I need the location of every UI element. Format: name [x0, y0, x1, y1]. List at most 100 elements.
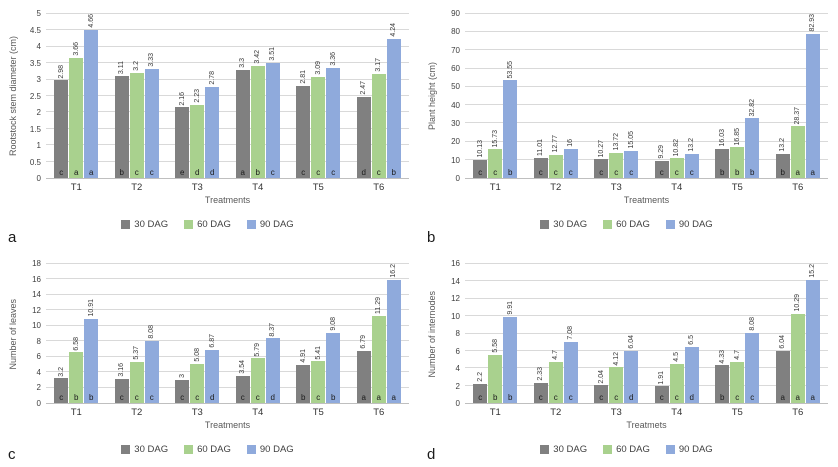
y-tick-label: 3 — [36, 75, 41, 84]
y-tick-label: 2 — [36, 108, 41, 117]
y-tick-label: 20 — [451, 137, 460, 147]
bar-cell: 12.77 c — [548, 14, 563, 178]
y-tick-label: 0 — [455, 174, 460, 183]
y-tick-label: 0 — [36, 399, 41, 408]
legend-swatch — [184, 219, 194, 229]
bar-value-label: 28.37 — [794, 106, 802, 125]
bar-cell: 2.33 c — [533, 264, 548, 403]
bar-value-label: 3.09 — [314, 61, 322, 75]
y-tick-label: 50 — [451, 82, 460, 92]
significance-letter: c — [614, 168, 619, 177]
legend: 30 DAG 60 DAG 90 DAG — [425, 209, 828, 239]
bar-value-label: 15.73 — [491, 129, 499, 148]
significance-letter: b — [735, 168, 740, 177]
bar-value-label: 6.5 — [688, 334, 696, 345]
legend-swatch — [665, 219, 675, 229]
y-axis-title: Plant height (cm) — [427, 62, 437, 131]
bar-cell: 3.09 c — [311, 14, 326, 178]
significance-letter: c — [599, 393, 604, 402]
bar: a — [84, 29, 99, 178]
gridline — [465, 158, 828, 160]
bar-group: 10.27 c 13.72 c 15.05 c — [586, 14, 647, 178]
significance-letter: c — [553, 393, 558, 402]
x-category-label: T5 — [731, 181, 743, 193]
bar-value-label: 2.23 — [193, 89, 201, 103]
significance-letter: b — [720, 393, 725, 402]
bar-cell: 28.37 a — [790, 14, 805, 178]
bar: c — [473, 159, 488, 178]
significance-letter: c — [59, 168, 64, 177]
gridline — [465, 67, 828, 69]
bar: a — [805, 279, 820, 403]
bar-cell: 7.08 c — [563, 264, 578, 403]
significance-letter: b — [255, 168, 260, 177]
bar-groups: 2.98 c 3.66 a 4.66 a 3.11 b 3.2 c 3.33 c 2.16 e 2.23 d 2… — [46, 14, 409, 178]
bar-cell: 16.03 b — [715, 14, 730, 178]
y-axis-title: Number of internodes — [427, 290, 437, 378]
bar: d — [265, 338, 280, 403]
bar: c — [594, 385, 609, 403]
bar-cell: 4.66 a — [84, 14, 99, 178]
x-category-label: T5 — [312, 181, 324, 193]
bar-group: 2.81 c 3.09 c 3.36 c — [288, 14, 349, 178]
bar: c — [235, 375, 250, 403]
bar: c — [175, 379, 190, 403]
bar-value-label: 3.42 — [254, 50, 262, 64]
legend: 30 DAG 60 DAG 90 DAG — [6, 209, 409, 239]
bar-value-label: 11.01 — [537, 138, 545, 156]
bar-cell: 9.91 b — [503, 264, 518, 403]
bar-cell: 2.47 d — [356, 14, 371, 178]
bar-cell: 8.37 d — [265, 264, 280, 403]
legend-item: 90 DAG — [246, 219, 294, 230]
y-tick-label: 12 — [32, 305, 41, 315]
bar-cell: 4.7 c — [548, 264, 563, 403]
significance-letter: a — [810, 168, 815, 177]
legend-label: 90 DAG — [678, 443, 713, 455]
significance-letter: c — [59, 393, 64, 402]
bar-cell: 6.87 d — [205, 264, 220, 403]
bar-value-label: 2.16 — [178, 91, 186, 106]
bar: b — [775, 153, 790, 178]
gridline — [46, 278, 409, 280]
significance-letter: c — [599, 168, 604, 177]
bar-cell: 2.98 c — [54, 14, 69, 178]
y-tick-label: 10 — [451, 155, 460, 165]
significance-letter: a — [361, 393, 366, 402]
y-tick-label: 10 — [32, 321, 41, 331]
significance-letter: c — [659, 393, 664, 402]
gridlines — [465, 13, 828, 178]
significance-letter: c — [270, 168, 275, 177]
gridline — [465, 140, 828, 142]
bar-value-label: 4.7 — [733, 350, 741, 361]
gridlines — [465, 263, 828, 403]
bar: c — [296, 85, 311, 178]
significance-letter: c — [180, 393, 185, 402]
bar: c — [129, 73, 144, 178]
gridline — [46, 160, 409, 162]
bar-value-label: 2.2 — [476, 372, 484, 382]
x-category-label: T6 — [792, 181, 804, 193]
chart-panel-a: Rootstock stem diameter (cm) 0 0.5 1 1.5 2 2.… — [0, 0, 419, 250]
y-axis-title: Rootstock stem diameter (cm) — [8, 36, 18, 157]
bar-value-label: 2.81 — [299, 70, 307, 84]
bar: c — [745, 332, 760, 403]
significance-letter: b — [89, 393, 94, 402]
gridline — [46, 29, 409, 31]
x-category-label: T6 — [792, 406, 804, 418]
y-axis-title-wrap: Number of leaves — [6, 264, 20, 404]
bar-value-label: 3.17 — [375, 58, 383, 73]
bar-cell: 3.42 b — [250, 14, 265, 178]
bar: b — [715, 365, 730, 403]
legend-label: 30 DAG — [553, 218, 588, 230]
bar: c — [548, 362, 563, 403]
bar: c — [54, 378, 69, 403]
bar-value-label: 4.12 — [612, 351, 620, 366]
significance-letter: c — [149, 393, 154, 402]
bar-value-label: 3.54 — [239, 360, 247, 374]
legend-label: 30 DAG — [553, 443, 588, 455]
legend-swatch — [665, 444, 675, 454]
bar-group: 3.2 c 6.58 b 10.91 b — [46, 264, 107, 403]
bar-cell: 3.11 b — [114, 14, 129, 178]
bar-cell: 3.16 c — [114, 264, 129, 403]
significance-letter: c — [735, 393, 740, 402]
